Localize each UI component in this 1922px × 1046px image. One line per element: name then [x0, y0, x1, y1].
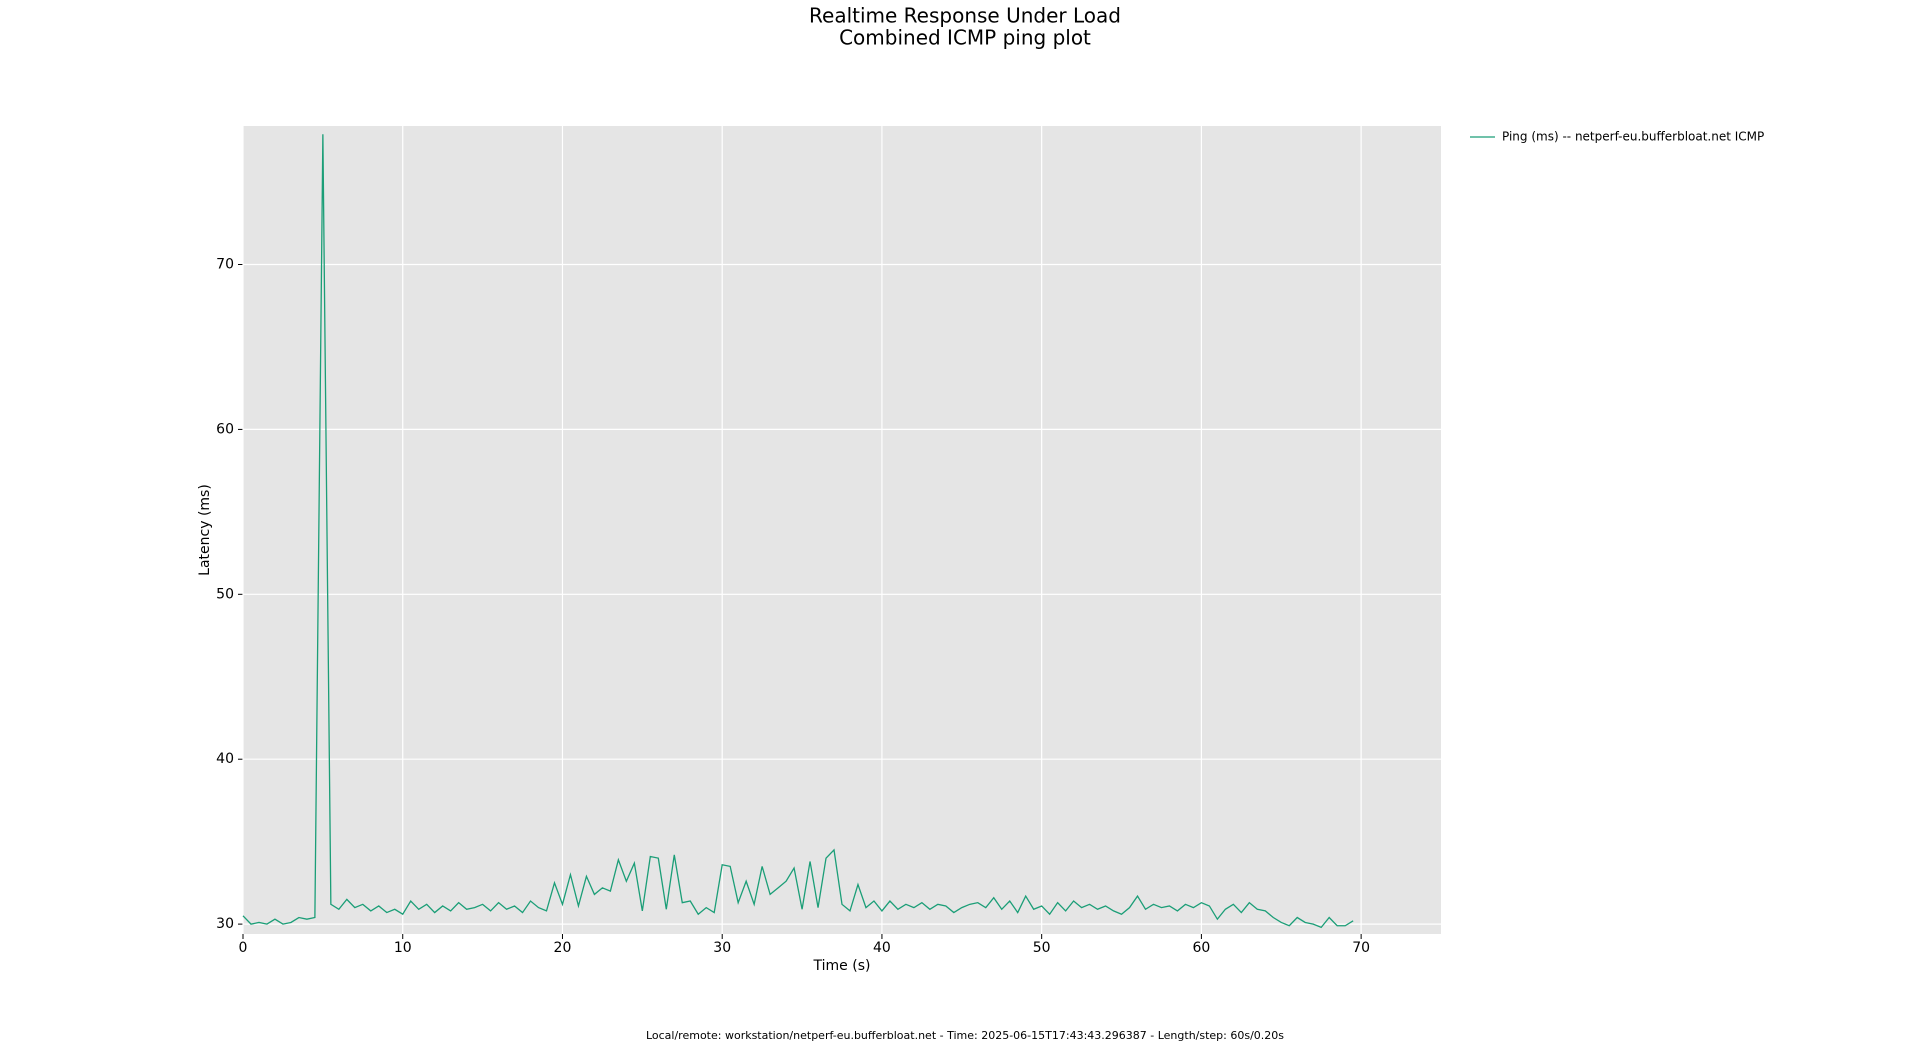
x-tick-label: 10 [394, 940, 412, 956]
legend-label: Ping (ms) -- netperf-eu.bufferbloat.net … [1502, 130, 1764, 144]
series-line [242, 134, 1354, 929]
chart-title: Realtime Response Under Load [809, 4, 1121, 28]
footer: Local/remote: workstation/netperf-eu.buf… [646, 1029, 1284, 1042]
x-tick-label: 60 [1192, 940, 1210, 956]
y-tick-label: 30 [216, 916, 234, 932]
y-tick-label: 40 [216, 751, 234, 767]
x-tick-label: 40 [873, 940, 891, 956]
chart-subtitle: Combined ICMP ping plot [839, 26, 1091, 50]
x-tick-label: 30 [713, 940, 731, 956]
y-tick-label: 60 [216, 421, 234, 437]
x-tick-label: 70 [1352, 940, 1370, 956]
plot-area [243, 126, 1441, 934]
x-tick-label: 0 [239, 940, 248, 956]
y-axis-label: Latency (ms) [197, 484, 213, 576]
y-tick-label: 70 [216, 257, 234, 273]
x-tick-label: 20 [554, 940, 572, 956]
x-tick-label: 50 [1033, 940, 1051, 956]
y-tick-label: 50 [216, 586, 234, 602]
x-axis-label: Time (s) [813, 958, 871, 974]
